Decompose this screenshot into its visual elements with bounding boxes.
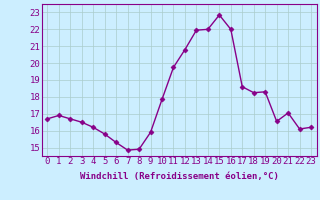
X-axis label: Windchill (Refroidissement éolien,°C): Windchill (Refroidissement éolien,°C) — [80, 172, 279, 181]
